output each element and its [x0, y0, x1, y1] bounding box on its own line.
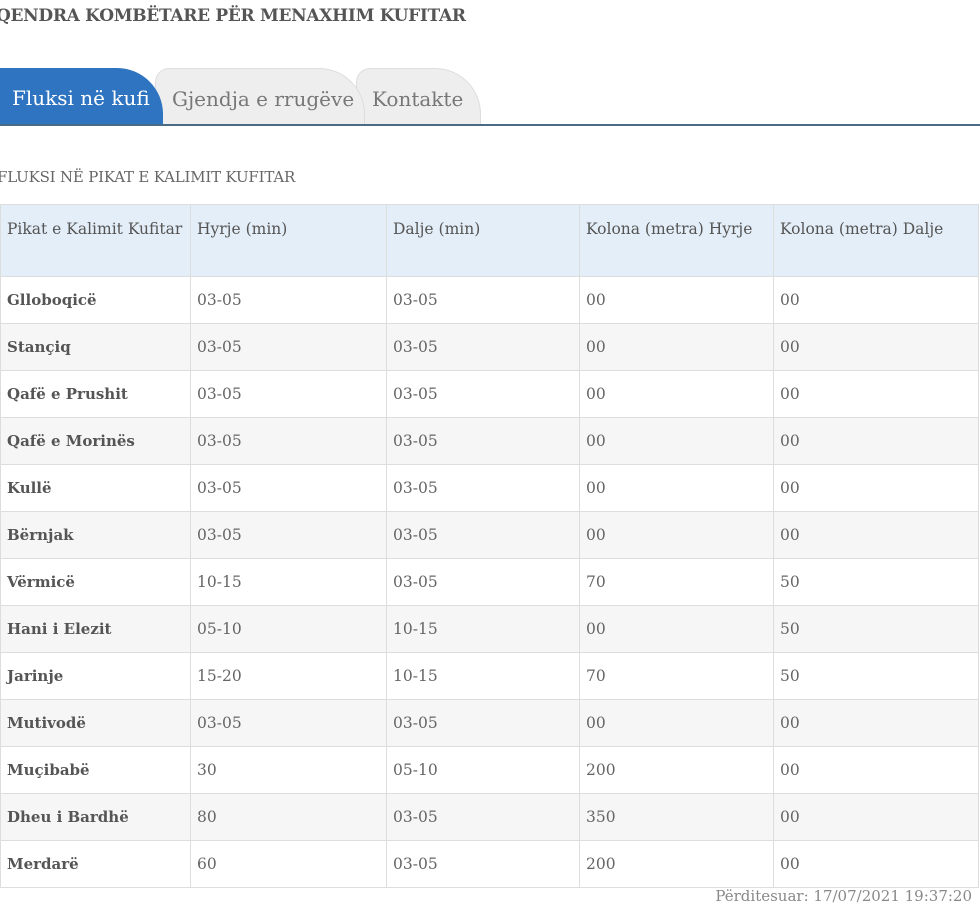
table-row: Jarinje 15-20 10-15 70 50	[0, 652, 979, 700]
table-cell: 00	[579, 511, 774, 559]
tab-bar: Fluksi në kufi Gjendja e rrugëve Kontakt…	[0, 66, 980, 126]
table-cell: 70	[579, 558, 774, 606]
table-cell: 03-05	[190, 699, 387, 747]
table-row: Qafë e Prushit 03-05 03-05 00 00	[0, 370, 979, 418]
table-cell: 00	[773, 417, 979, 465]
crossing-point-name: Qafë e Morinës	[0, 417, 191, 465]
table-cell: 03-05	[386, 464, 580, 512]
table-cell: 00	[773, 464, 979, 512]
table-cell: 00	[773, 276, 979, 324]
tab-kontakte[interactable]: Kontakte	[356, 68, 481, 124]
crossing-point-name: Vërmicë	[0, 558, 191, 606]
table-cell: 00	[773, 370, 979, 418]
table-cell: 350	[579, 793, 774, 841]
table-cell: 03-05	[190, 370, 387, 418]
table-cell: 03-05	[190, 417, 387, 465]
table-row: Merdarë 60 03-05 200 00	[0, 840, 979, 888]
table-cell: 03-05	[386, 793, 580, 841]
column-header: Dalje (min)	[386, 204, 580, 277]
table-row: Glloboqicë 03-05 03-05 00 00	[0, 276, 979, 324]
table-cell: 15-20	[190, 652, 387, 700]
table-cell: 00	[773, 746, 979, 794]
table-row: Stançiq 03-05 03-05 00 00	[0, 323, 979, 371]
crossing-point-name: Kullë	[0, 464, 191, 512]
table-cell: 00	[773, 840, 979, 888]
table-cell: 03-05	[386, 699, 580, 747]
table-cell: 03-05	[386, 417, 580, 465]
last-updated: Përditesuar: 17/07/2021 19:37:20	[715, 887, 972, 905]
table-cell: 03-05	[386, 840, 580, 888]
table-cell: 00	[579, 605, 774, 653]
table-cell: 70	[579, 652, 774, 700]
table-cell: 05-10	[386, 746, 580, 794]
table-cell: 05-10	[190, 605, 387, 653]
crossing-point-name: Dheu i Bardhë	[0, 793, 191, 841]
table-cell: 00	[773, 793, 979, 841]
table-cell: 10-15	[190, 558, 387, 606]
table-cell: 30	[190, 746, 387, 794]
table-cell: 60	[190, 840, 387, 888]
table-cell: 00	[579, 417, 774, 465]
table-cell: 00	[579, 699, 774, 747]
column-header: Pikat e Kalimit Kufitar	[0, 204, 191, 277]
table-row: Qafë e Morinës 03-05 03-05 00 00	[0, 417, 979, 465]
table-row: Dheu i Bardhë 80 03-05 350 00	[0, 793, 979, 841]
table-cell: 00	[773, 699, 979, 747]
table-row: Hani i Elezit 05-10 10-15 00 50	[0, 605, 979, 653]
table-cell: 03-05	[386, 370, 580, 418]
table-row: Muçibabë 30 05-10 200 00	[0, 746, 979, 794]
table-row: Kullë 03-05 03-05 00 00	[0, 464, 979, 512]
column-header: Hyrje (min)	[190, 204, 387, 277]
table-cell: 00	[579, 276, 774, 324]
tab-fluksi-ne-kufi[interactable]: Fluksi në kufi	[0, 68, 163, 124]
table-cell: 03-05	[190, 276, 387, 324]
table-cell: 03-05	[386, 276, 580, 324]
crossing-point-name: Bërnjak	[0, 511, 191, 559]
table-row: Vërmicë 10-15 03-05 70 50	[0, 558, 979, 606]
column-header: Kolona (metra) Dalje	[773, 204, 979, 277]
table-cell: 200	[579, 746, 774, 794]
table-cell: 80	[190, 793, 387, 841]
table-header-row: Pikat e Kalimit Kufitar Hyrje (min) Dalje …	[0, 204, 979, 277]
crossing-point-name: Glloboqicë	[0, 276, 191, 324]
table-row: Mutivodë 03-05 03-05 00 00	[0, 699, 979, 747]
border-flux-table: Pikat e Kalimit Kufitar Hyrje (min) Dalje …	[0, 204, 979, 888]
table-cell: 03-05	[386, 558, 580, 606]
table-cell: 00	[773, 323, 979, 371]
column-header: Kolona (metra) Hyrje	[579, 204, 774, 277]
crossing-point-name: Stançiq	[0, 323, 191, 371]
table-cell: 10-15	[386, 605, 580, 653]
table-cell: 03-05	[190, 464, 387, 512]
table-cell: 03-05	[190, 511, 387, 559]
table-row: Bërnjak 03-05 03-05 00 00	[0, 511, 979, 559]
crossing-point-name: Qafë e Prushit	[0, 370, 191, 418]
table-cell: 03-05	[386, 511, 580, 559]
tab-gjendja-e-rrugeve[interactable]: Gjendja e rrugëve	[155, 68, 365, 124]
table-cell: 50	[773, 605, 979, 653]
crossing-point-name: Jarinje	[0, 652, 191, 700]
table-cell: 00	[773, 511, 979, 559]
section-title: FLUKSI NË PIKAT E KALIMIT KUFITAR	[0, 168, 296, 186]
table-cell: 10-15	[386, 652, 580, 700]
crossing-point-name: Merdarë	[0, 840, 191, 888]
table-cell: 03-05	[190, 323, 387, 371]
site-title: QENDRA KOMBËTARE PËR MENAXHIM KUFITAR	[0, 6, 466, 26]
table-cell: 200	[579, 840, 774, 888]
table-cell: 50	[773, 652, 979, 700]
table-cell: 00	[579, 370, 774, 418]
crossing-point-name: Hani i Elezit	[0, 605, 191, 653]
table-cell: 50	[773, 558, 979, 606]
table-cell: 00	[579, 464, 774, 512]
crossing-point-name: Mutivodë	[0, 699, 191, 747]
table-cell: 00	[579, 323, 774, 371]
crossing-point-name: Muçibabë	[0, 746, 191, 794]
table-cell: 03-05	[386, 323, 580, 371]
